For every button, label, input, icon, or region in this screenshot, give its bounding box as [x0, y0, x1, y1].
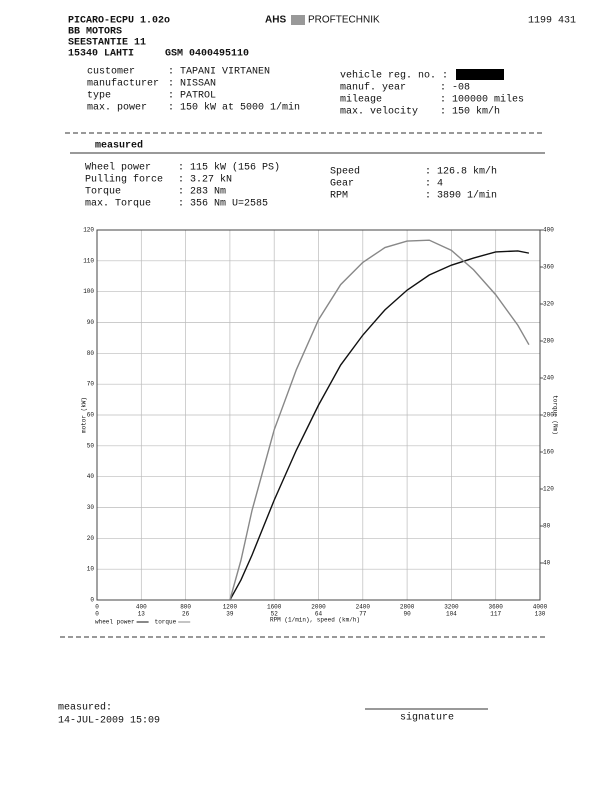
y-tick-label: 10: [87, 566, 95, 573]
field-value: : 356 Nm U=2585: [178, 199, 268, 210]
gsm: GSM 0400495110: [165, 49, 249, 60]
y-tick-label: 30: [87, 504, 95, 511]
field-value: : 126.8 km/h: [425, 166, 497, 178]
speed-tick-label: 64: [315, 611, 323, 618]
field-value: : 150 km/h: [440, 106, 500, 118]
x-tick-label: 4000: [533, 604, 548, 611]
y-tick-label: 50: [87, 442, 95, 449]
field-label: manufacturer: [87, 78, 159, 90]
x-tick-label: 800: [180, 604, 191, 611]
field-value: : 115 kW (156 PS): [178, 162, 280, 174]
x-tick-label: 2000: [311, 604, 326, 611]
y2-tick-label: 200: [543, 412, 554, 419]
field-label: mileage: [340, 94, 382, 106]
x-tick-label: 3600: [488, 604, 503, 611]
field-label: vehicle reg. no. :: [340, 70, 448, 82]
field-value: : 150 kW at 5000 1/min: [168, 102, 300, 114]
x-tick-label: 1600: [267, 604, 282, 611]
y-tick-label: 40: [87, 473, 95, 480]
speed-tick-label: 117: [490, 611, 501, 618]
y-tick-label: 90: [87, 319, 95, 326]
field-value: : -08: [440, 83, 470, 94]
speed-tick-label: 77: [359, 611, 367, 618]
field-label: Gear: [330, 179, 354, 190]
x-tick-label: 3200: [444, 604, 459, 611]
field-label: Pulling force: [85, 174, 163, 186]
header-line: BB MOTORS: [68, 27, 122, 38]
y2-tick-label: 360: [543, 264, 554, 271]
y2-tick-label: 400: [543, 227, 554, 234]
y-tick-label: 20: [87, 535, 95, 542]
y-tick-label: 100: [83, 288, 94, 295]
series-line: [229, 239, 530, 601]
speed-tick-label: 39: [226, 611, 234, 618]
brand2: PROFTECHNIK: [308, 15, 380, 26]
field-value: : PATROL: [168, 91, 216, 102]
plot-frame: [96, 229, 541, 601]
footer-label: measured:: [58, 702, 112, 714]
doc-number: 1199 431: [528, 16, 576, 27]
header-line: PICARO-ECPU 1.02o: [68, 16, 170, 27]
y2-axis-label: torque (Nm): [551, 395, 558, 435]
y2-tick-label: 120: [543, 486, 554, 493]
field-label: type: [87, 91, 111, 102]
field-label: max. velocity: [340, 106, 418, 118]
y2-tick-label: 80: [543, 523, 551, 530]
field-value: : TAPANI VIRTANEN: [168, 67, 270, 78]
speed-tick-label: 52: [271, 611, 279, 618]
field-value: : 4: [425, 179, 443, 190]
speed-tick-label: 130: [535, 611, 546, 618]
speed-tick-label: 0: [95, 611, 99, 618]
field-value: : 3.27 kN: [178, 174, 232, 186]
y-tick-label: 80: [87, 350, 95, 357]
brand: AHS: [265, 15, 286, 26]
speed-tick-label: 90: [403, 611, 411, 618]
series-line: [229, 250, 530, 601]
speed-tick-label: 104: [446, 611, 457, 618]
y2-tick-label: 240: [543, 375, 554, 382]
legend-label: torque: [155, 619, 177, 626]
x-tick-label: 2800: [400, 604, 415, 611]
y2-tick-label: 160: [543, 449, 554, 456]
x-tick-label: 2400: [356, 604, 371, 611]
field-label: max. Torque: [85, 199, 151, 210]
speed-tick-label: 13: [138, 611, 146, 618]
y-tick-label: 110: [83, 257, 94, 264]
field-label: max. power: [87, 103, 147, 114]
legend-label: wheel power: [95, 619, 135, 626]
y-tick-label: 70: [87, 381, 95, 388]
redaction: [456, 69, 504, 80]
field-label: Wheel power: [85, 162, 151, 174]
field-label: manuf. year: [340, 82, 406, 94]
field-value: : 283 Nm: [178, 187, 226, 198]
x-axis-label: RPM (1/min), speed (km/h): [270, 617, 360, 624]
section-title: measured: [95, 140, 143, 152]
x-tick-label: 1200: [223, 604, 238, 611]
field-value: : NISSAN: [168, 79, 216, 90]
field-label: Speed: [330, 166, 360, 178]
x-tick-label: 400: [136, 604, 147, 611]
y-axis-label: motor (kW): [81, 397, 88, 433]
footer-date: 14-JUL-2009 15:09: [58, 716, 160, 727]
y-tick-label: 60: [87, 412, 95, 419]
field-label: RPM: [330, 191, 348, 202]
signature-label: signature: [400, 712, 454, 724]
field-label: Torque: [85, 187, 121, 198]
header-line: SEESTANTIE 11: [68, 38, 146, 49]
field-label: customer: [87, 67, 135, 78]
y2-tick-label: 320: [543, 301, 554, 308]
field-value: : 3890 1/min: [425, 190, 497, 202]
y-tick-label: 120: [83, 227, 94, 234]
y2-tick-label: 40: [543, 560, 551, 567]
logo: [291, 15, 305, 25]
speed-tick-label: 26: [182, 611, 190, 618]
y2-tick-label: 280: [543, 338, 554, 345]
y-tick-label: 0: [90, 597, 94, 604]
x-tick-label: 0: [95, 604, 99, 611]
field-value: : 100000 miles: [440, 94, 524, 106]
header-line: 15340 LAHTI: [68, 49, 134, 60]
